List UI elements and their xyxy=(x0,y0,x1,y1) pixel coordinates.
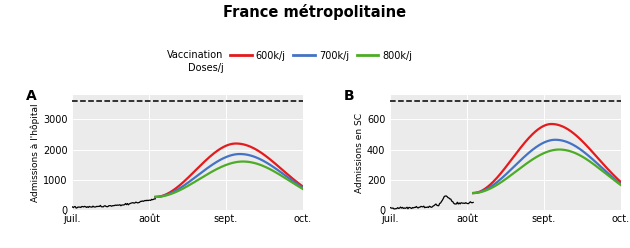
Text: A: A xyxy=(26,89,37,103)
Text: Vaccination
Doses/j: Vaccination Doses/j xyxy=(168,50,224,73)
Legend: 600k/j, 700k/j, 800k/j: 600k/j, 700k/j, 800k/j xyxy=(231,51,412,61)
Y-axis label: Admissions à l'hôpital: Admissions à l'hôpital xyxy=(31,103,40,202)
Y-axis label: Admissions en SC: Admissions en SC xyxy=(355,113,364,192)
Text: France métropolitaine: France métropolitaine xyxy=(224,4,406,20)
Text: B: B xyxy=(344,89,355,103)
